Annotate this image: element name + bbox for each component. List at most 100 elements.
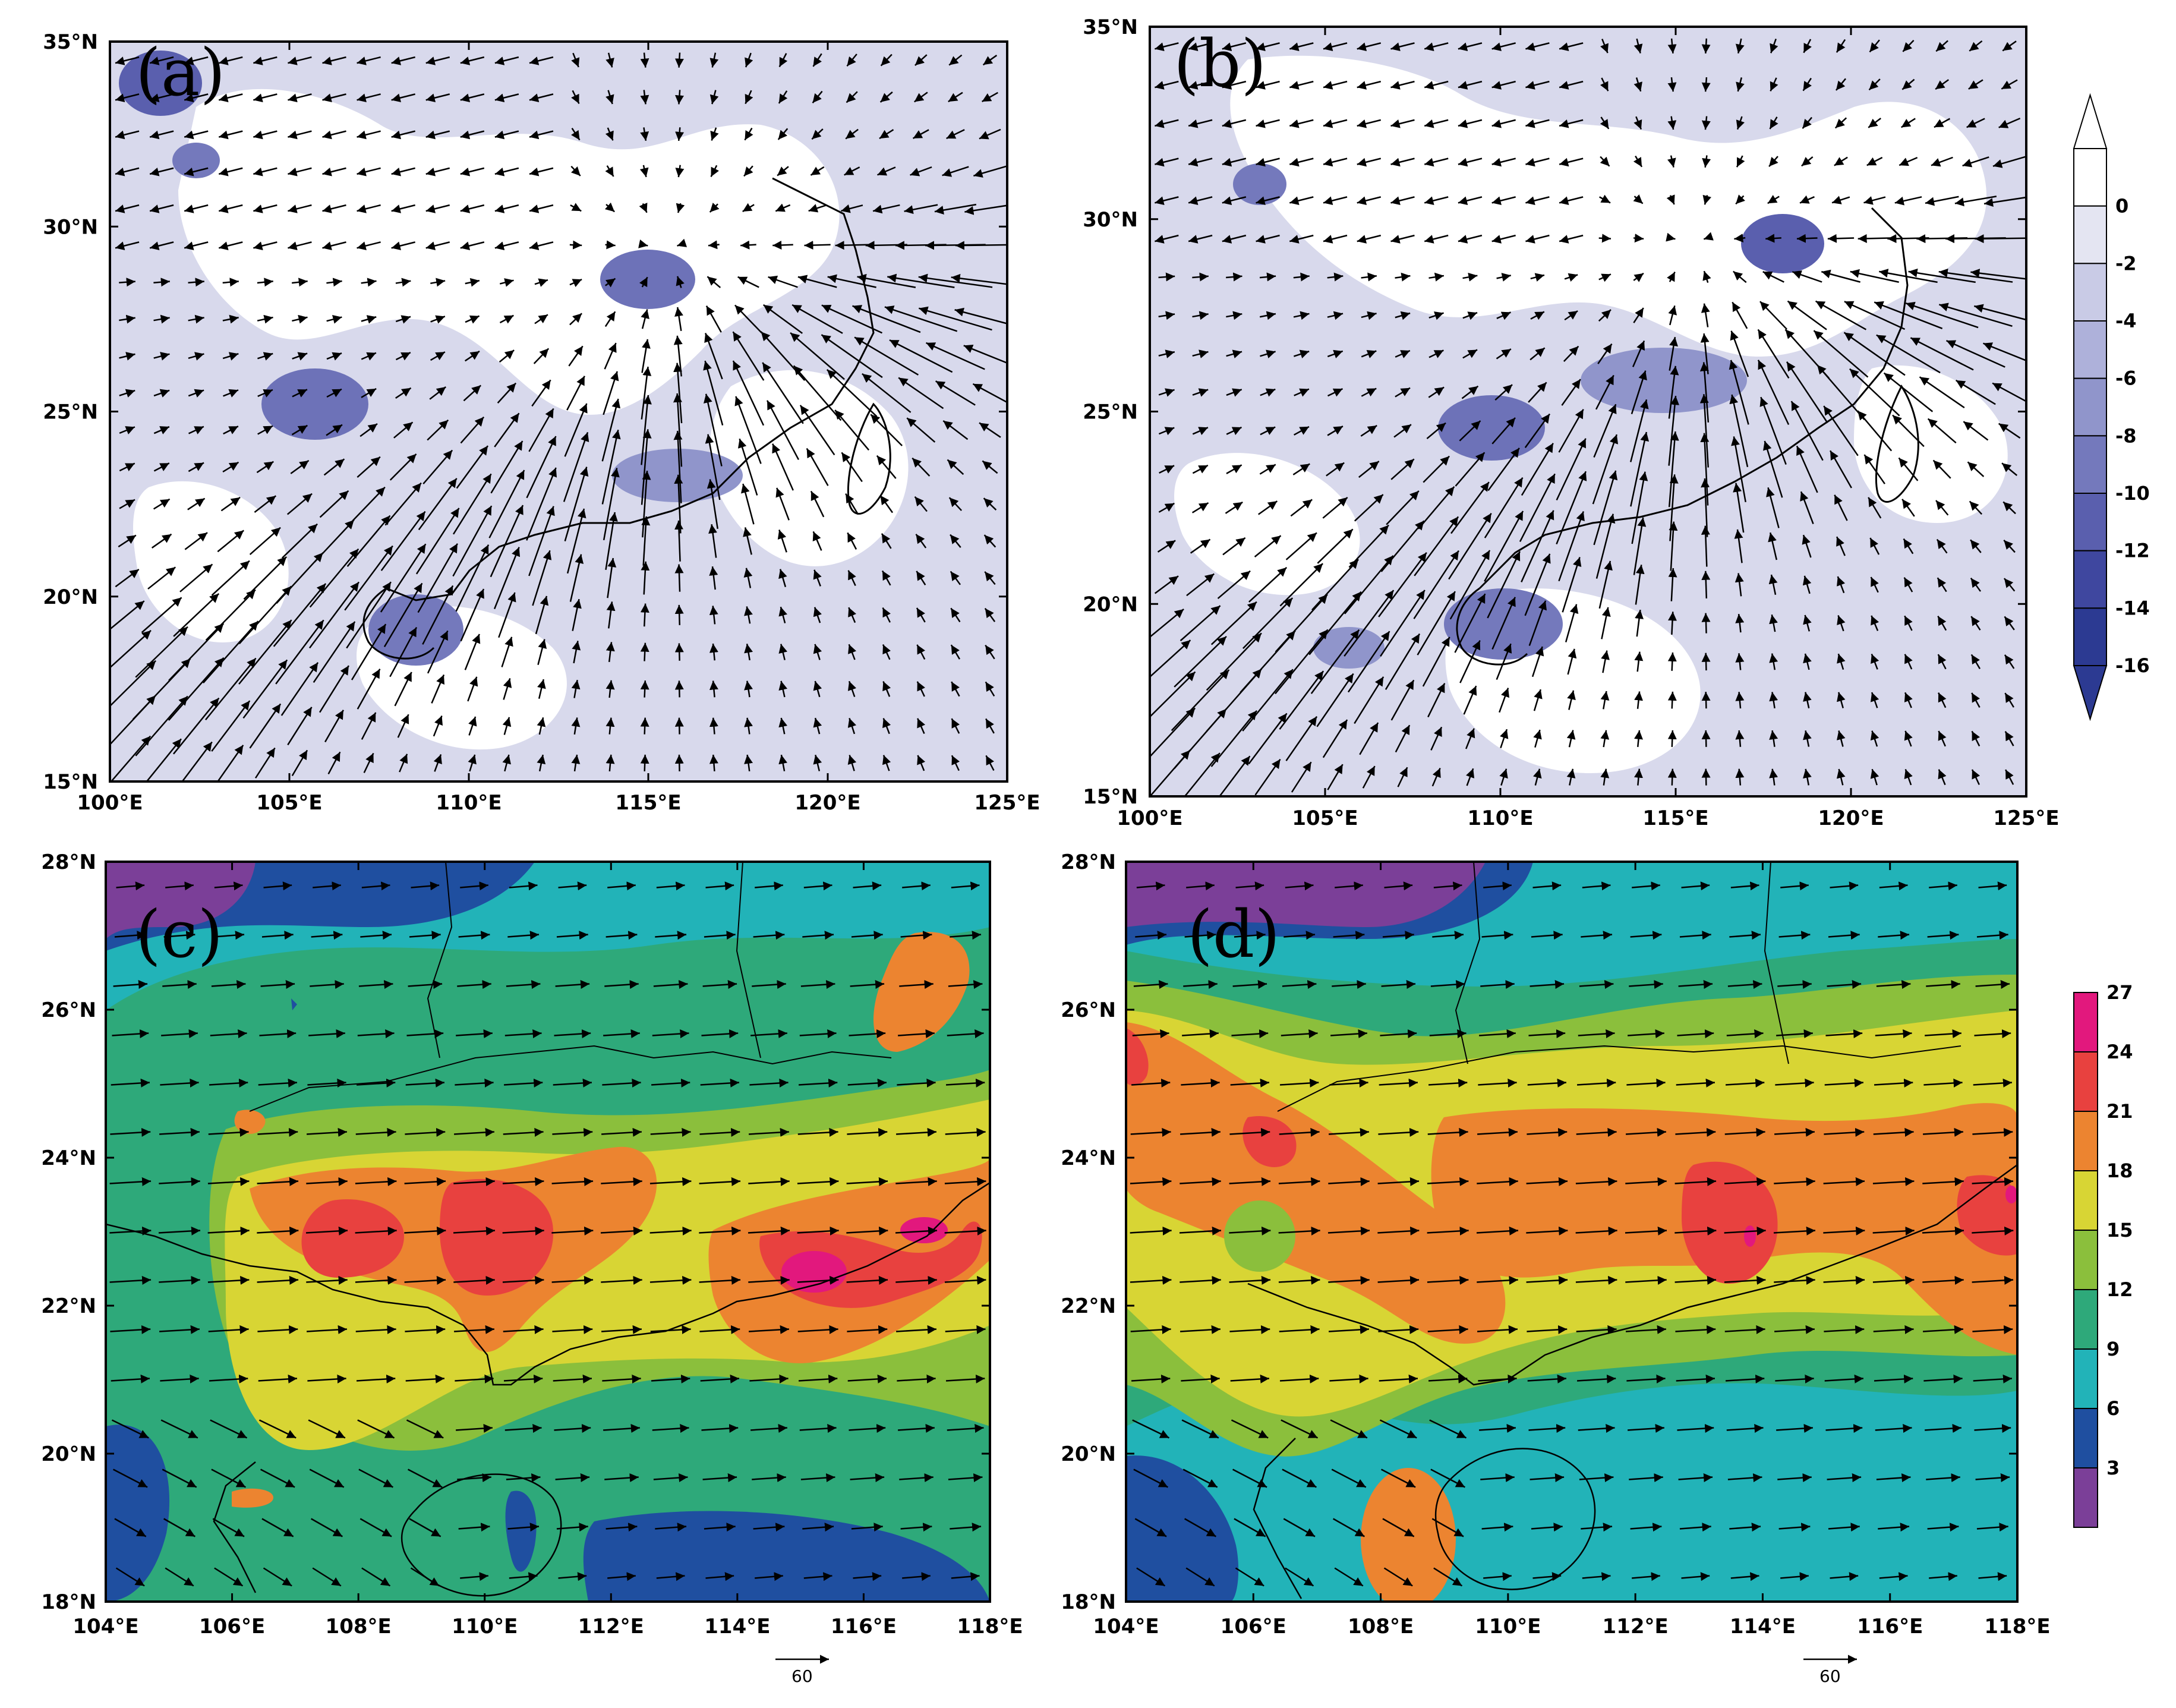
wind-vector (881, 570, 891, 586)
wind-vector (309, 548, 359, 608)
wind-vector (254, 495, 277, 513)
wind-vector (534, 278, 548, 287)
wind-vector (983, 534, 996, 548)
wind-vector (389, 453, 417, 481)
wind-vector (950, 571, 961, 585)
wind-vector (292, 389, 308, 398)
wind-vector (119, 426, 135, 434)
y-tick-label: 20°N (1061, 1442, 1116, 1466)
wind-vector (742, 203, 755, 213)
wind-vector (1834, 494, 1848, 521)
x-tick-label: 112°E (578, 1615, 644, 1638)
wind-vector (743, 568, 753, 588)
wind-vector (882, 755, 891, 771)
y-tick-label: 20°N (43, 585, 98, 609)
wind-vector (947, 459, 964, 475)
panel-d-field (1126, 862, 2017, 1602)
wind-vector (1823, 405, 1859, 456)
wind-vector (1869, 39, 1880, 53)
wind-vector (537, 679, 546, 699)
wind-vector (1633, 155, 1643, 168)
wind-vector (827, 274, 876, 288)
colorbar-segment (2073, 1230, 2098, 1290)
wind-vector (972, 383, 1007, 403)
wind-vector (948, 92, 963, 103)
wind-vector (218, 93, 243, 103)
wind-vector (950, 644, 961, 660)
x-tick-label: 108°E (1348, 1615, 1414, 1638)
wind-vector (1424, 234, 1449, 244)
wind-vector (778, 644, 788, 660)
wind-vector (640, 127, 649, 141)
wind-vector (253, 204, 277, 213)
colorbar-segment (2073, 263, 2107, 322)
wind-vector (499, 314, 514, 324)
wind-vector (1730, 330, 1749, 377)
colorbar-label: 6 (2106, 1397, 2120, 1420)
x-tick-label: 110°E (436, 791, 502, 815)
wind-vector (1390, 458, 1415, 480)
wind-vector (499, 278, 514, 287)
wind-vector (1358, 461, 1380, 478)
wind-vector (494, 93, 519, 103)
wind-vector (606, 642, 615, 663)
wind-vector (1595, 513, 1616, 579)
panel-c-label: (c) (135, 896, 223, 972)
wind-vector (744, 717, 753, 735)
wind-vector (494, 167, 519, 177)
wind-vector (188, 426, 204, 434)
wind-vector (257, 352, 273, 361)
wind-vector (1496, 311, 1511, 320)
wind-vector (1667, 768, 1677, 786)
wind-vector (564, 467, 589, 541)
wind-vector (1258, 500, 1278, 515)
wind-vector (1701, 38, 1711, 53)
x-tick-label: 100°E (77, 791, 143, 815)
wind-vector (1669, 521, 1678, 571)
wind-vector (493, 547, 521, 610)
panel-d: (d) 104°E 106°E 108°E 110°E 112°E 114°E 116°E 1… (1061, 850, 2050, 1686)
wind-vector (951, 755, 960, 771)
wind-vector (1900, 118, 1916, 128)
wind-vector (1597, 343, 1613, 364)
wind-vector (1992, 382, 2026, 402)
wind-vector (1386, 490, 1420, 525)
wind-vector (1323, 234, 1348, 244)
wind-vector (674, 520, 684, 562)
wind-vector (1800, 491, 1814, 525)
wind-vector (674, 680, 684, 698)
wind-vector (642, 470, 651, 538)
wind-vector (639, 202, 648, 213)
wind-vector (187, 497, 206, 510)
wind-vector (778, 53, 788, 68)
colorbar-label: -2 (2115, 252, 2137, 275)
wind-vector (772, 443, 794, 491)
wind-vector (1294, 388, 1310, 397)
wind-vector (882, 644, 891, 660)
wind-vector (425, 93, 450, 103)
wind-vector (879, 91, 893, 103)
wind-vector (1701, 525, 1710, 567)
wind-vector (361, 315, 377, 324)
wind-vector (1967, 461, 1985, 477)
wind-vector (606, 601, 616, 629)
wind-vector (153, 314, 170, 324)
panel-d-label: (d) (1187, 896, 1280, 972)
wind-vector (1390, 42, 1415, 52)
wind-vector (1962, 156, 1989, 168)
wind-vector (149, 241, 174, 251)
wind-vector (1390, 119, 1415, 128)
wind-vector (326, 388, 342, 398)
wind-vector (1395, 349, 1411, 358)
wind-vector (222, 314, 239, 324)
wind-vector (916, 571, 926, 585)
wind-vector (732, 331, 765, 381)
wind-vector (1524, 413, 1551, 449)
wind-vector (1975, 234, 2026, 244)
reference-vector-d: 60 (1803, 1655, 1857, 1686)
wind-vector (2002, 40, 2017, 52)
wind-vector (1836, 39, 1846, 53)
wind-vector (319, 665, 349, 713)
wind-vector (1787, 300, 1827, 330)
wind-vector (778, 606, 787, 623)
